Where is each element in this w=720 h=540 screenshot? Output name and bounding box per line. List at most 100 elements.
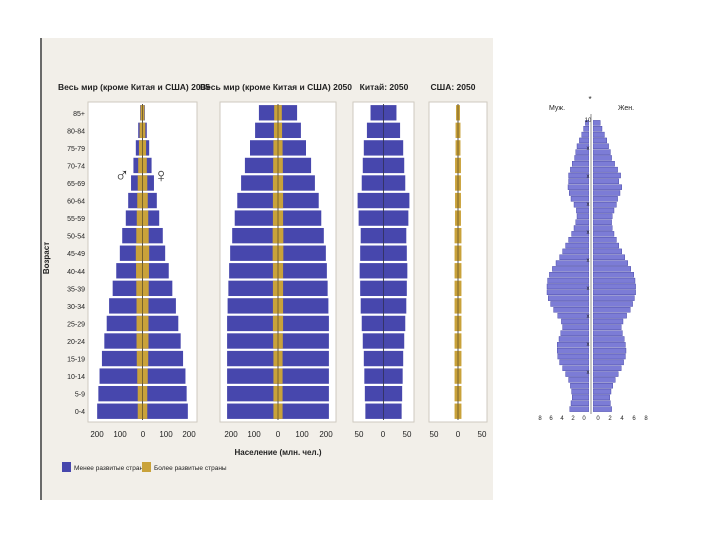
bar-male <box>546 289 590 296</box>
x-tick-left: 6 <box>549 416 553 422</box>
age-tick-label: 40-44 <box>67 269 85 276</box>
bar-female <box>592 178 619 185</box>
bar-male <box>558 336 590 342</box>
age-axis-tick: 10 <box>585 118 592 124</box>
bar-female <box>592 172 621 179</box>
bar-male <box>559 359 590 366</box>
x-tick-label: 100 <box>247 430 261 439</box>
bar-female <box>592 196 618 202</box>
bar-female <box>592 190 621 196</box>
age-axis-tick: x <box>587 370 590 376</box>
bar-male <box>569 190 590 196</box>
bar-female <box>592 394 610 401</box>
bar-female <box>592 324 622 331</box>
age-tick-label: 10-14 <box>67 374 85 381</box>
bar-male <box>552 266 590 272</box>
top-mark: * <box>588 95 591 104</box>
bar-male <box>560 330 590 336</box>
x-tick-label: 200 <box>319 430 333 439</box>
age-tick-label: 85+ <box>73 111 85 118</box>
bar-female <box>592 266 631 272</box>
bar-female <box>592 248 622 255</box>
bar-male <box>583 126 590 132</box>
bar-female <box>592 318 624 325</box>
bar-female <box>592 347 627 354</box>
age-tick-label: 30-34 <box>67 304 85 311</box>
age-tick-label: 45-49 <box>67 251 85 258</box>
x-tick-right: 6 <box>632 416 636 422</box>
bar-female <box>592 289 636 296</box>
age-tick-label: 20-24 <box>67 339 85 346</box>
bar-male <box>571 388 590 395</box>
legend-swatch <box>62 462 71 472</box>
bar-male <box>557 347 590 354</box>
bar-female <box>592 260 628 266</box>
x-tick-label: 0 <box>276 430 281 439</box>
panel-title: США: 2050 <box>431 82 476 92</box>
age-tick-label: 35-39 <box>67 286 85 293</box>
x-tick-right: 0 <box>596 416 600 422</box>
bar-female <box>592 137 608 144</box>
age-axis-title: Возраст <box>42 242 51 274</box>
panel-title: Весь мир (кроме Китая и США) 2005 <box>58 82 210 92</box>
bar-male <box>572 161 590 167</box>
bar-male <box>575 219 590 225</box>
age-axis-tick: x <box>587 146 590 152</box>
age-axis-tick: x <box>587 230 590 236</box>
bar-female <box>592 254 625 260</box>
female-label: Жен. <box>618 105 634 112</box>
x-tick-label: 0 <box>141 430 146 439</box>
bar-male <box>569 406 590 412</box>
bar-female <box>592 272 634 278</box>
bar-male <box>550 301 590 307</box>
bar-male <box>570 196 590 202</box>
bar-female <box>592 406 612 412</box>
bar-female <box>592 307 631 313</box>
bar-male <box>576 213 590 220</box>
female-symbol: ♀ <box>154 165 169 187</box>
legend-label: Более развитые страны <box>154 465 227 472</box>
bar-female <box>592 301 633 307</box>
bar-male <box>548 295 590 301</box>
age-tick-label: 5-9 <box>75 392 85 399</box>
bar-female <box>592 371 619 377</box>
legend-swatch <box>142 462 151 472</box>
bar-female <box>592 207 615 214</box>
bar-female <box>592 336 625 342</box>
age-axis-tick: x <box>587 258 590 264</box>
panel-title: Весь мир (кроме Китая и США) 2050 <box>200 82 352 92</box>
bar-female <box>592 365 622 371</box>
bar-male <box>579 137 590 144</box>
bar-male <box>565 371 590 377</box>
bar-male <box>572 394 590 401</box>
bar-male <box>581 131 590 138</box>
bar-female <box>592 330 623 336</box>
bar-male <box>557 312 590 319</box>
age-axis-tick: x <box>587 202 590 208</box>
male-symbol: ♂ <box>115 165 130 187</box>
x-tick-label: 100 <box>295 430 309 439</box>
bar-female <box>592 225 613 231</box>
bar-male <box>561 318 590 325</box>
bar-female <box>592 201 617 208</box>
bar-male <box>557 353 590 360</box>
age-axis-tick: x <box>587 342 590 348</box>
bar-male <box>576 207 590 214</box>
x-tick-label: 100 <box>113 430 127 439</box>
bar-male <box>555 260 590 266</box>
age-tick-label: 80-84 <box>67 128 85 135</box>
age-tick-label: 70-74 <box>67 163 85 170</box>
age-tick-label: 65-69 <box>67 181 85 188</box>
bar-female <box>592 219 612 225</box>
bar-female <box>592 377 616 383</box>
age-axis-tick: x <box>587 314 590 320</box>
age-tick-label: 15-19 <box>67 357 85 364</box>
bar-male <box>562 365 590 371</box>
bar-male <box>557 342 590 348</box>
bar-male <box>570 166 590 173</box>
x-tick-right: 4 <box>620 416 624 422</box>
bar-male <box>570 400 590 406</box>
x-tick-label: 0 <box>381 430 386 439</box>
x-tick-label: 0 <box>456 430 461 439</box>
